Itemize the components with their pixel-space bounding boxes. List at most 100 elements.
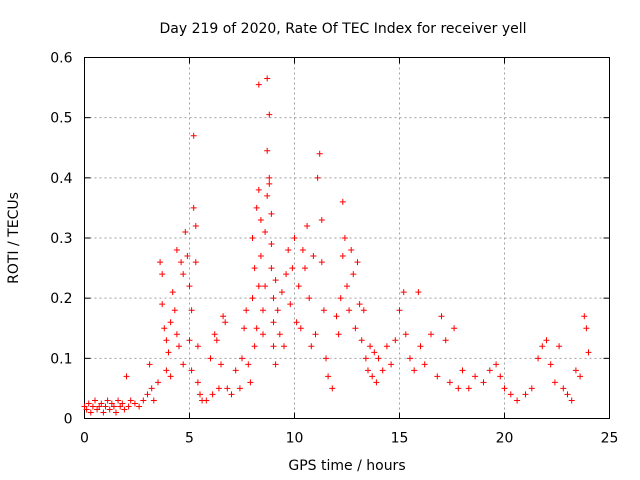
data-point [108, 400, 115, 407]
data-point [255, 81, 262, 88]
data-point [125, 403, 132, 410]
data-point [159, 301, 166, 308]
data-point [236, 385, 243, 392]
data-point [560, 385, 567, 392]
data-point [119, 400, 126, 407]
data-point [262, 228, 269, 235]
data-point [514, 397, 521, 404]
data-point [442, 337, 449, 344]
data-point [194, 343, 201, 350]
data-point [92, 397, 98, 404]
data-point [180, 361, 187, 368]
data-point [121, 406, 128, 413]
data-point [283, 271, 290, 278]
data-point [314, 174, 321, 181]
data-point [165, 349, 172, 356]
data-point [190, 204, 197, 211]
data-point [528, 385, 535, 392]
x-tick-label: 10 [286, 431, 304, 447]
data-point [438, 313, 445, 320]
data-point [113, 409, 119, 416]
data-points [81, 75, 592, 416]
data-point [176, 343, 182, 350]
data-point [184, 253, 191, 260]
data-point [402, 331, 409, 338]
data-point [115, 397, 122, 404]
data-point [163, 367, 170, 374]
data-point [350, 271, 357, 278]
data-point [215, 385, 222, 392]
data-point [306, 295, 313, 302]
data-point [266, 111, 273, 118]
data-point [446, 379, 453, 386]
data-point [106, 406, 113, 413]
data-point [220, 313, 227, 320]
data-point [83, 406, 90, 413]
data-point [293, 319, 300, 326]
data-point [369, 373, 376, 380]
data-point [194, 379, 201, 386]
data-point [417, 343, 424, 350]
data-point [497, 373, 504, 380]
data-point [249, 235, 256, 241]
data-point [272, 361, 279, 368]
data-point [268, 265, 275, 272]
data-point [480, 379, 487, 386]
data-point [188, 307, 195, 314]
data-point [289, 265, 296, 272]
data-point [270, 319, 277, 326]
data-point [155, 379, 161, 386]
data-point [257, 216, 264, 223]
data-point [564, 391, 571, 398]
data-point [243, 307, 250, 314]
data-point [455, 385, 462, 392]
data-point [415, 289, 422, 296]
data-point [329, 385, 336, 392]
data-point [407, 355, 413, 362]
data-point [87, 409, 94, 416]
y-axis-label: ROTI / TECUs [6, 192, 22, 284]
data-point [535, 355, 542, 362]
data-point [167, 319, 174, 326]
data-point [360, 307, 367, 314]
data-point [268, 210, 275, 217]
data-point [251, 343, 258, 350]
data-point [268, 241, 275, 248]
data-point [318, 259, 325, 266]
data-point [310, 253, 317, 260]
data-point [568, 397, 575, 404]
data-point [247, 379, 254, 386]
y-tick-label: 0.3 [50, 231, 72, 247]
data-point [209, 391, 216, 398]
data-point [297, 325, 304, 332]
x-axis-ticks: 0 5 10 15 20 25 [80, 57, 619, 447]
data-point [339, 253, 346, 260]
data-point [148, 385, 155, 392]
data-point [344, 283, 350, 290]
data-point [264, 147, 271, 154]
data-point [85, 400, 92, 407]
data-point [163, 337, 170, 344]
data-point [400, 289, 407, 296]
data-point [102, 403, 109, 410]
data-point [339, 198, 346, 205]
data-point [278, 289, 285, 296]
data-point [428, 331, 434, 338]
data-point [371, 349, 378, 356]
data-point [365, 367, 371, 374]
data-point [287, 301, 294, 308]
y-axis-ticks: 0 0.1 0.2 0.3 0.4 0.5 0.6 [50, 51, 610, 428]
x-tick-label: 25 [601, 431, 619, 447]
data-point [493, 361, 500, 368]
data-point [218, 361, 224, 368]
data-point [270, 295, 277, 302]
data-point [104, 397, 111, 404]
data-point [312, 331, 319, 338]
data-point [144, 391, 151, 398]
data-point [222, 319, 229, 326]
data-point [337, 295, 344, 302]
data-point [131, 400, 138, 407]
data-point [150, 397, 157, 404]
x-axis-label: GPS time / hours [288, 458, 405, 474]
data-point [197, 391, 203, 398]
